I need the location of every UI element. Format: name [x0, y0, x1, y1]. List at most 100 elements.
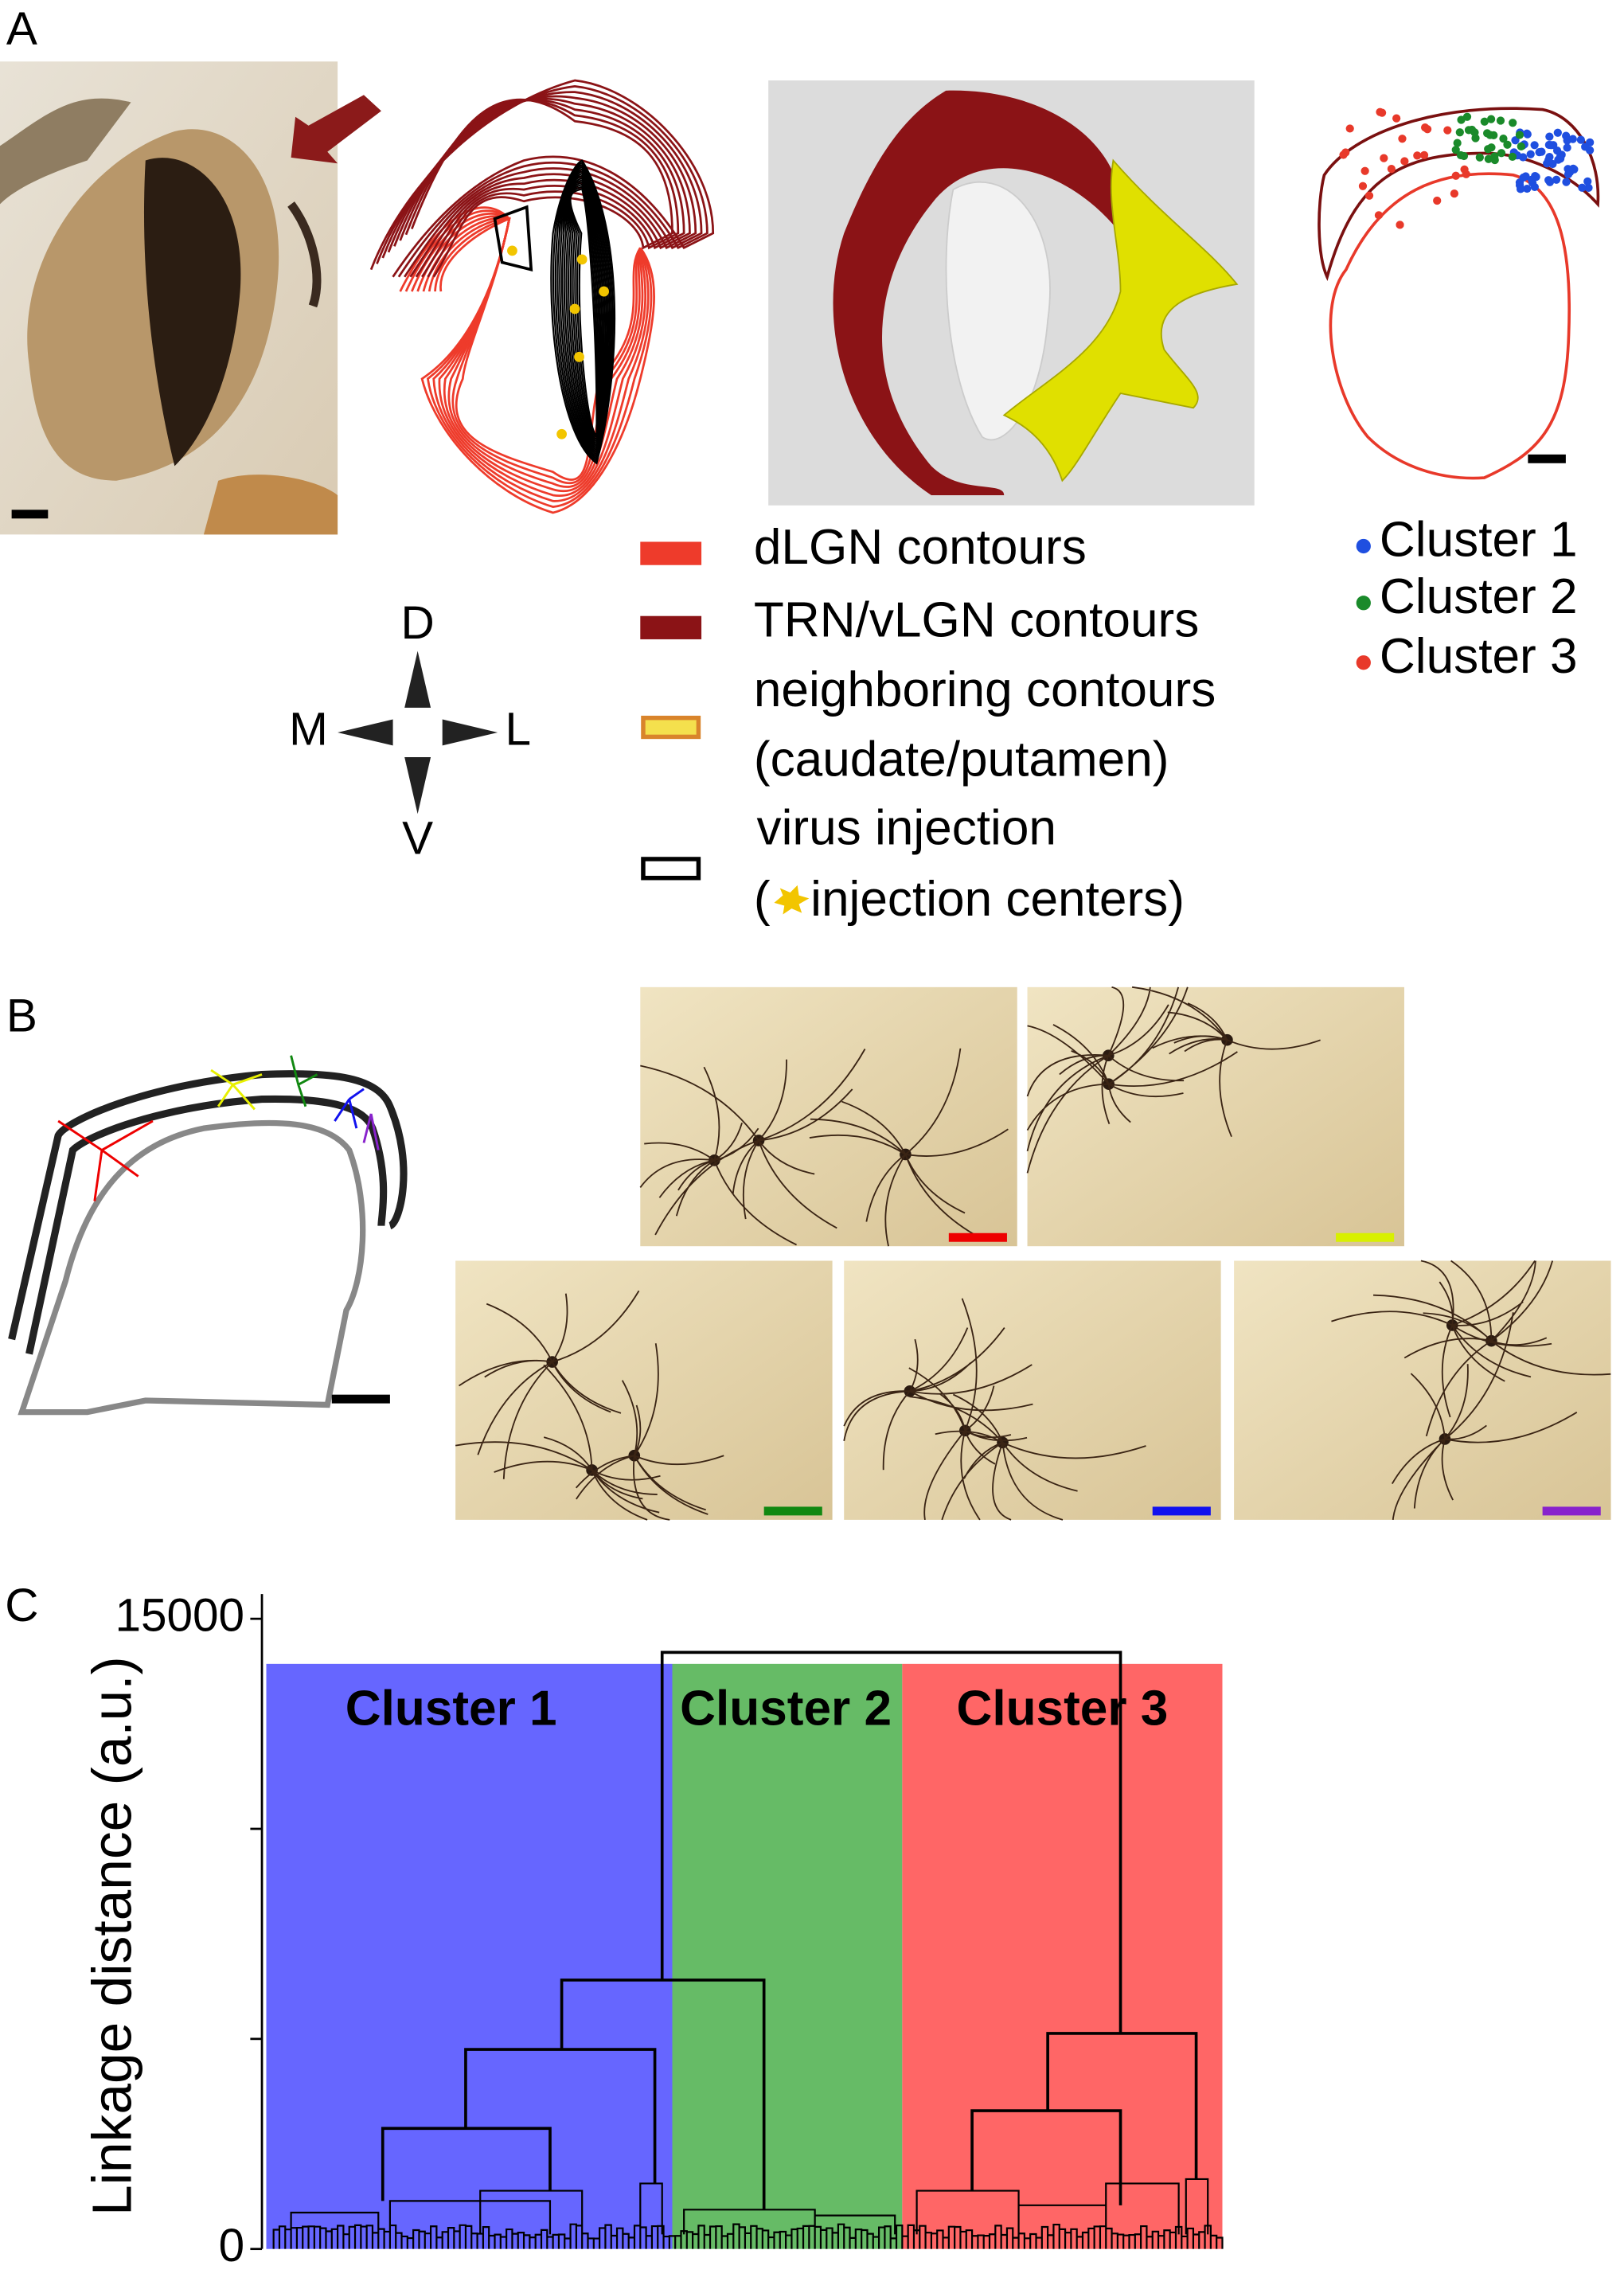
- cluster-map: [1318, 107, 1600, 480]
- dendrogram: Linkage distance (a.u.) Cluster 1 Cluster…: [81, 1590, 1224, 2272]
- micrograph: [640, 986, 1017, 1247]
- cell-dot: [1499, 134, 1508, 143]
- histology-photo: [0, 61, 381, 535]
- trn-contour: [399, 99, 685, 278]
- legend: dLGN contours TRN/vLGN contours neighbor…: [640, 520, 1216, 927]
- injection-contour: [569, 187, 598, 436]
- merge-link: [464, 2048, 657, 2184]
- legend-label: neighboring contours: [754, 662, 1216, 717]
- legend-label: TRN/vLGN contours: [754, 592, 1199, 647]
- cell-dot: [1453, 139, 1462, 147]
- cell-dot: [1522, 129, 1532, 138]
- injection-contour: [554, 163, 613, 461]
- cell-dot: [1358, 182, 1368, 190]
- cell-dot: [1451, 171, 1460, 180]
- cluster-band: [902, 1663, 1223, 2249]
- cell-dot: [1576, 135, 1585, 144]
- cell-dot: [1455, 128, 1464, 137]
- dlgn-contour: [439, 217, 642, 481]
- cluster-band: [266, 1663, 673, 2249]
- injection-center: [576, 254, 588, 265]
- cell-dot: [1517, 142, 1525, 151]
- micrograph: [455, 1260, 833, 1520]
- trn-contour: [393, 97, 691, 278]
- cell-dot: [1530, 141, 1539, 150]
- injection-contour: [556, 166, 611, 459]
- panel-label: C: [5, 1580, 38, 1631]
- cluster-label: Cluster 1: [345, 1682, 557, 1736]
- cell-dot: [1413, 151, 1422, 160]
- merge-link: [381, 2127, 552, 2201]
- cell-dot: [1480, 117, 1489, 126]
- injection-center: [556, 428, 567, 439]
- dendrites: [843, 1298, 1146, 1521]
- panel-label: A: [6, 3, 37, 55]
- cell-dot: [1486, 115, 1496, 123]
- cell-dot: [1552, 175, 1561, 184]
- cell-dot: [1400, 157, 1409, 166]
- cell-dot: [1497, 149, 1506, 158]
- y-tick-label: 0: [219, 2220, 245, 2272]
- injection-contour: [493, 205, 533, 272]
- merge-link: [660, 1650, 1122, 2033]
- injection-center: [599, 286, 609, 297]
- legend-label: Cluster 3: [1380, 629, 1578, 684]
- compass-label: M: [289, 703, 328, 755]
- cell-dot: [1503, 140, 1512, 149]
- trn-contour: [387, 95, 697, 278]
- cell-dot: [1380, 154, 1388, 162]
- cluster-legend: Cluster 1 Cluster 2 Cluster 3: [1356, 513, 1578, 684]
- injection-contour: [560, 170, 608, 454]
- cell-dot: [1496, 116, 1505, 125]
- cell-dot: [1457, 115, 1466, 124]
- cell-dot: [1568, 135, 1577, 143]
- contour-drawing: [369, 79, 715, 514]
- legend-label: Cluster 1: [1380, 513, 1578, 568]
- scale-bar: [1336, 1232, 1395, 1242]
- compass-label: V: [402, 812, 433, 864]
- cell-dot: [1374, 211, 1384, 220]
- cell-dot: [1392, 114, 1401, 123]
- cell-dot: [1547, 141, 1556, 150]
- cell-dot: [1484, 154, 1493, 163]
- cell-dot: [1523, 184, 1532, 193]
- legend-label: (: [754, 872, 771, 927]
- cell-dot: [1556, 154, 1565, 163]
- merge-link: [970, 2109, 1122, 2205]
- cell-dot: [1419, 150, 1429, 159]
- dendrites: [455, 1290, 724, 1521]
- legend-label: virus injection: [757, 801, 1056, 856]
- cell-dot: [1459, 151, 1469, 161]
- cell-dot: [1364, 191, 1374, 200]
- dlgn-contour: [404, 209, 653, 509]
- cell-dot: [1487, 143, 1496, 152]
- legend-label: injection centers): [810, 872, 1185, 927]
- cell-dot: [1443, 126, 1452, 135]
- cell-dot: [1387, 165, 1396, 174]
- y-tick-label: 15000: [115, 1590, 244, 1642]
- compass: D M L V: [289, 597, 531, 865]
- cell-dot: [1508, 152, 1517, 162]
- legend-label: dLGN contours: [754, 520, 1087, 575]
- cell-dot: [1451, 146, 1460, 154]
- panel-label: B: [6, 990, 37, 1042]
- micrograph: [1234, 1260, 1611, 1520]
- micrographs: [455, 986, 1611, 1521]
- injection-center: [569, 303, 580, 314]
- cell-dot: [1450, 189, 1459, 198]
- cell-dot: [1489, 131, 1498, 139]
- merge-link: [560, 1979, 766, 2210]
- cluster-band: [672, 1663, 903, 2249]
- merge-link: [1046, 2032, 1198, 2179]
- cell-dot: [1562, 178, 1571, 186]
- injection-contour: [550, 159, 616, 465]
- scale-bar: [763, 1506, 822, 1516]
- legend-label: Cluster 2: [1380, 569, 1578, 624]
- cell-dot: [1545, 132, 1554, 141]
- trn-contour: [411, 98, 673, 278]
- leaf-links: [272, 2178, 1224, 2249]
- trn-contour: [404, 99, 680, 278]
- cell-dot: [1377, 108, 1387, 117]
- cell-dot: [1581, 143, 1590, 151]
